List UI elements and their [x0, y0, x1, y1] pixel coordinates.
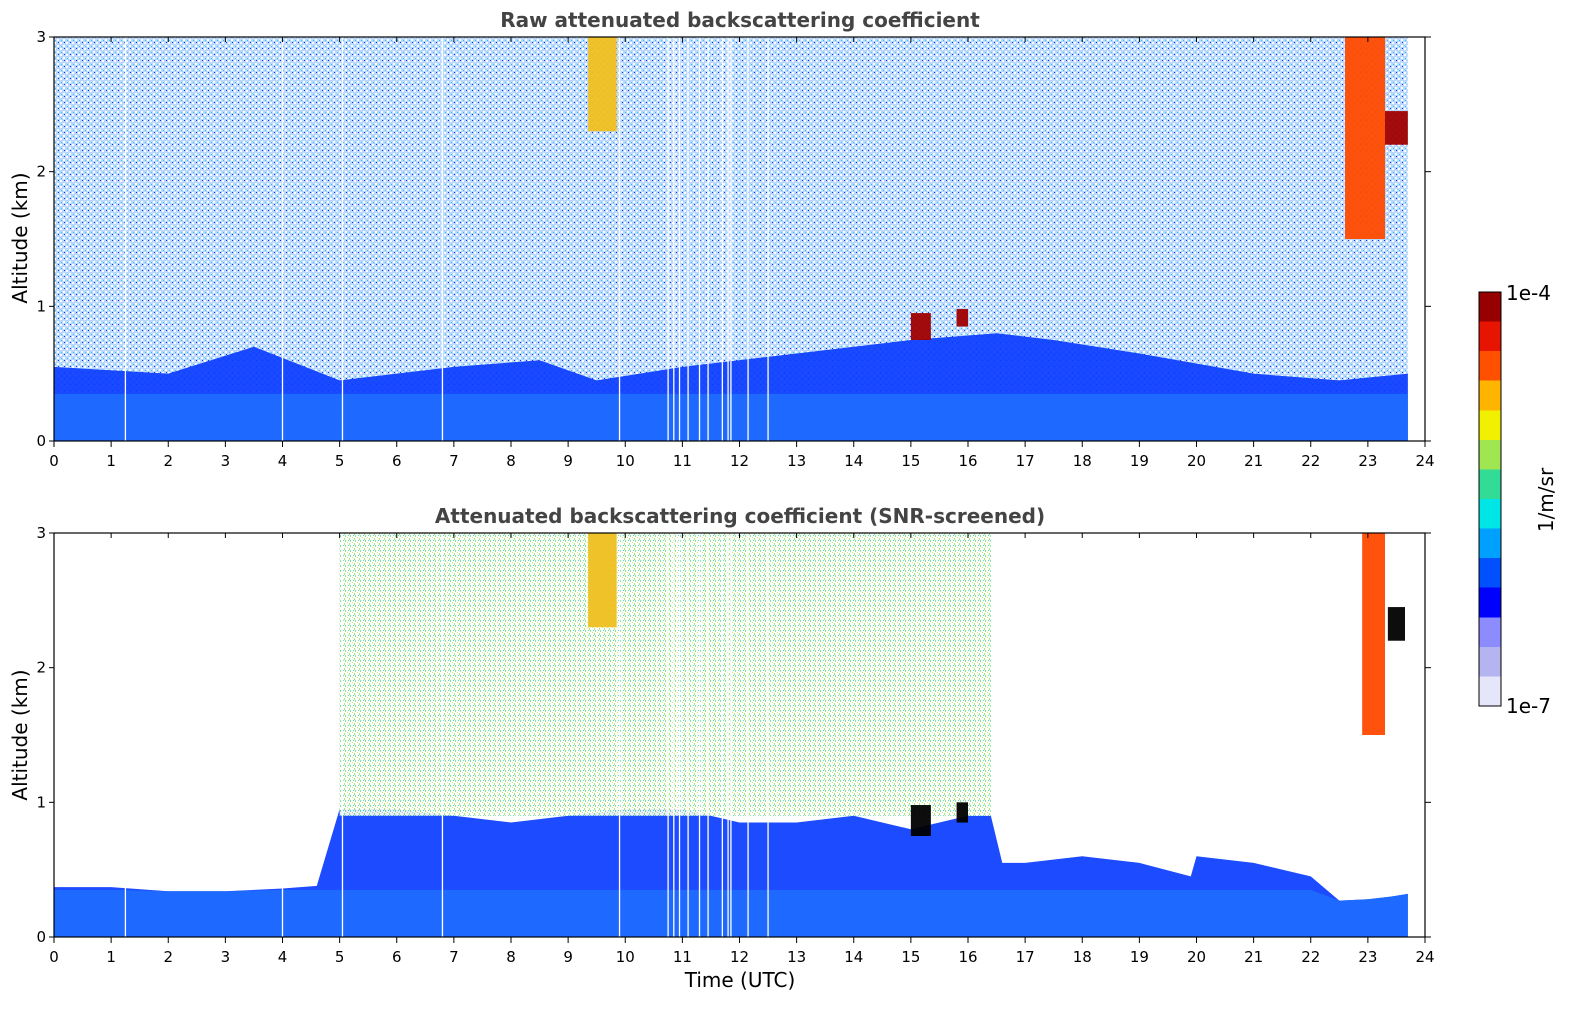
- x-tick-label: 19: [1130, 452, 1149, 470]
- x-tick-label: 24: [1415, 452, 1434, 470]
- x-tick-label: 12: [730, 948, 749, 966]
- colorbar-unit-label: 1/m/sr: [1534, 467, 1558, 532]
- colorbar-min-label: 1e-7: [1506, 694, 1551, 718]
- aerosol-layer: [339, 533, 991, 816]
- x-tick-label: 14: [844, 452, 863, 470]
- panel-title: Raw attenuated backscattering coefficien…: [500, 8, 980, 32]
- x-tick-label: 15: [901, 452, 920, 470]
- cloud-feature: [910, 313, 931, 340]
- aerosol-streak: [588, 37, 617, 132]
- x-tick-label: 21: [1244, 452, 1263, 470]
- y-tick-label: 2: [36, 659, 46, 677]
- x-tick-label: 23: [1358, 452, 1377, 470]
- x-tick-label: 2: [163, 948, 173, 966]
- x-tick-label: 11: [673, 948, 692, 966]
- x-tick-label: 17: [1016, 948, 1035, 966]
- x-tick-label: 8: [506, 948, 516, 966]
- x-tick-label: 9: [563, 452, 573, 470]
- cloud-feature: [956, 802, 968, 823]
- x-tick-label: 21: [1244, 948, 1263, 966]
- x-tick-label: 6: [392, 452, 402, 470]
- y-tick-label: 1: [36, 297, 46, 315]
- x-tick-label: 16: [958, 948, 977, 966]
- y-tick-label: 1: [36, 793, 46, 811]
- cloud-feature: [1345, 37, 1386, 239]
- y-axis-label: Altitude (km): [8, 669, 32, 800]
- x-tick-label: 6: [392, 948, 402, 966]
- x-tick-label: 18: [1073, 948, 1092, 966]
- x-tick-label: 9: [563, 948, 573, 966]
- panel-raw: Raw attenuated backscattering coefficien…: [8, 8, 1435, 470]
- cloud-feature: [1362, 533, 1386, 735]
- x-tick-label: 1: [106, 452, 116, 470]
- x-tick-label: 1: [106, 948, 116, 966]
- x-tick-label: 11: [673, 452, 692, 470]
- colorbar-max-label: 1e-4: [1506, 281, 1551, 305]
- axes: 0 1 2 3 4 5 6 7 8 9 10 11 12 13 14 15 16 17 18 19 20 21 22 23 24…: [36, 28, 1434, 470]
- x-tick-label: 3: [221, 452, 231, 470]
- y-tick-label: 0: [36, 928, 46, 946]
- x-tick-label: 20: [1187, 452, 1206, 470]
- x-tick-label: 19: [1130, 948, 1149, 966]
- plot-area: [54, 533, 1408, 937]
- x-tick-label: 22: [1301, 948, 1320, 966]
- x-tick-label: 22: [1301, 452, 1320, 470]
- y-axis-label: Altitude (km): [8, 172, 32, 303]
- cloud-feature: [910, 805, 931, 836]
- x-axis-label: Time (UTC): [684, 968, 796, 992]
- plot-area: [54, 37, 1408, 441]
- x-tick-label: 3: [221, 948, 231, 966]
- panel-title: Attenuated backscattering coefficient (S…: [435, 504, 1045, 528]
- x-tick-label: 13: [787, 452, 806, 470]
- x-tick-label: 23: [1358, 948, 1377, 966]
- x-tick-label: 7: [449, 948, 459, 966]
- x-tick-label: 7: [449, 452, 459, 470]
- panel-snr-screened: Attenuated backscattering coefficient (S…: [8, 504, 1435, 992]
- x-tick-label: 5: [335, 452, 345, 470]
- x-tick-label: 4: [278, 948, 288, 966]
- y-tick-label: 3: [36, 524, 46, 542]
- x-tick-label: 17: [1016, 452, 1035, 470]
- aerosol-streak: [588, 533, 617, 628]
- colorbar-gradient: [1478, 291, 1502, 707]
- x-tick-label: 8: [506, 452, 516, 470]
- x-tick-label: 18: [1073, 452, 1092, 470]
- cloud-feature: [956, 309, 968, 327]
- x-tick-label: 24: [1415, 948, 1434, 966]
- y-tick-label: 0: [36, 432, 46, 450]
- x-tick-label: 2: [163, 452, 173, 470]
- x-tick-label: 10: [616, 452, 635, 470]
- y-tick-label: 3: [36, 28, 46, 46]
- colorbar: 1e-4 1e-7 1/m/sr: [1478, 281, 1558, 718]
- x-tick-label: 0: [49, 452, 59, 470]
- x-tick-label: 0: [49, 948, 59, 966]
- axes: 0 1 2 3 4 5 6 7 8 9 10 11 12 13 14 15 16 17 18 19 20 21 22 23 24…: [36, 524, 1434, 966]
- y-tick-label: 2: [36, 163, 46, 181]
- cloud-feature: [1387, 607, 1406, 641]
- x-tick-label: 20: [1187, 948, 1206, 966]
- x-tick-label: 14: [844, 948, 863, 966]
- x-tick-label: 16: [958, 452, 977, 470]
- x-tick-label: 10: [616, 948, 635, 966]
- cloud-feature: [1385, 111, 1408, 145]
- x-tick-label: 4: [278, 452, 288, 470]
- x-tick-label: 13: [787, 948, 806, 966]
- x-tick-label: 12: [730, 452, 749, 470]
- x-tick-label: 5: [335, 948, 345, 966]
- x-tick-label: 15: [901, 948, 920, 966]
